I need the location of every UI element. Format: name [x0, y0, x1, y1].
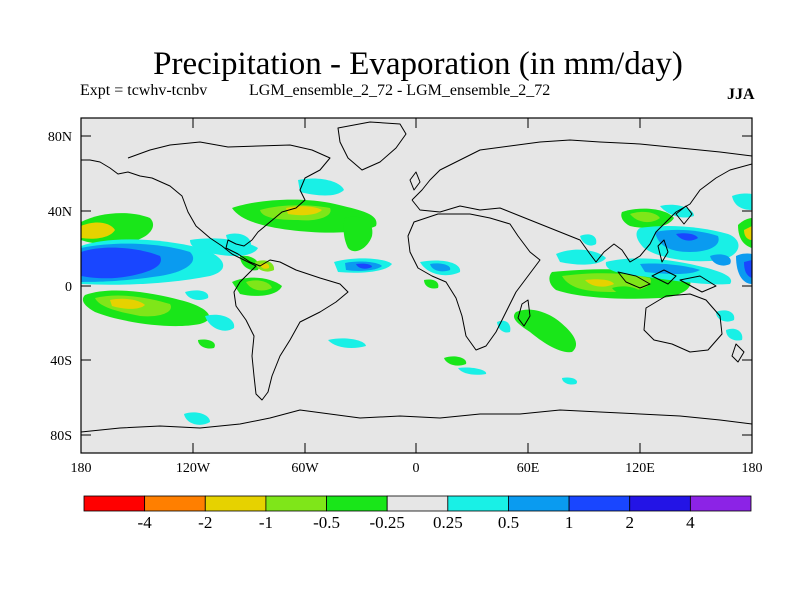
field-sw-indian-green: [513, 309, 577, 353]
field-amazon-lime: [246, 280, 272, 291]
colorbar-box: [144, 495, 206, 512]
field-indian-dry-yellow: [585, 279, 614, 287]
lat-label-80n: 80N: [48, 130, 72, 145]
lon-label-60e: 60E: [517, 461, 540, 476]
colorbar-label: -0.25: [369, 513, 404, 532]
colorbar-box: [386, 495, 449, 512]
field-north-america-cyan: [298, 178, 344, 196]
ensemble-label: LGM_ensemble_2_72 - LGM_ensemble_2_72: [249, 82, 551, 99]
coastline-indonesia: [617, 269, 717, 293]
colorbar-label: -4: [138, 513, 153, 532]
coastline-north-america: [81, 141, 349, 401]
colorbar-box: [568, 495, 631, 512]
coastline-eurasia: [411, 139, 752, 201]
lat-label-eq: 0: [65, 280, 72, 295]
lat-label-40n: 40N: [48, 205, 72, 220]
lat-label-80s: 80S: [50, 429, 72, 444]
field-maritime-green: [612, 286, 642, 296]
field-west-pacific-dark: [676, 233, 698, 241]
longitude-axis: 180 120W 60W 0 60E 120E 180: [71, 118, 763, 476]
field-east-atlantic-green: [343, 216, 373, 252]
colorbar-box: [629, 495, 691, 512]
field-south-indian-cyan-2: [562, 377, 578, 385]
colorbar-box: [204, 495, 267, 512]
colorbar-label: -2: [198, 513, 212, 532]
lon-label-120w: 120W: [176, 461, 211, 476]
field-central-pacific-blue: [710, 254, 731, 266]
colorbar-label: 0.5: [498, 513, 519, 532]
field-north-atlantic-east-cyan: [732, 193, 752, 210]
field-east-asia-lime: [630, 211, 660, 223]
colorbar-box: [83, 495, 146, 512]
lon-label-0: 0: [413, 461, 420, 476]
field-south-atlantic-cyan: [328, 338, 366, 348]
coastline-australia: [643, 293, 723, 353]
lon-label-180e: 180: [742, 461, 763, 476]
colorbar-label: -0.5: [313, 513, 340, 532]
coastline-greenland: [337, 121, 407, 171]
field-southern-ocean-cyan: [184, 412, 210, 425]
coastlines: [81, 121, 752, 433]
field-south-indian-cyan-1: [458, 367, 487, 375]
colorbar-box: [265, 495, 327, 512]
lon-label-60w: 60W: [291, 461, 319, 476]
lat-label-40s: 40S: [50, 354, 72, 369]
field-arabian-cyan: [556, 249, 606, 265]
colorbar-label: 0.25: [433, 513, 463, 532]
field-south-pacific-cyan-1: [185, 290, 209, 300]
lon-label-180w: 180: [71, 461, 92, 476]
colorbar-label: 2: [625, 513, 634, 532]
field-dateline-equator-dark: [744, 260, 752, 278]
field-south-pacific-cyan-2: [205, 314, 235, 331]
colorbar-label: 1: [565, 513, 574, 532]
field-dateline-north-yellow: [744, 226, 752, 240]
colorbar-box: [326, 495, 388, 512]
field-india-cyan: [580, 234, 597, 246]
coastline-africa: [407, 213, 541, 351]
field-south-pacific-green-small: [198, 339, 215, 349]
field-tropical-pacific-dark: [81, 247, 161, 279]
map-title: Precipitation - Evaporation (in mm/day): [153, 46, 683, 82]
field-north-pacific-yellow: [81, 222, 115, 239]
season-label: JJA: [727, 86, 755, 103]
field-west-pacific-blue: [655, 229, 719, 252]
coastline-antarctica: [81, 409, 752, 433]
coastline-uk: [409, 171, 421, 191]
coastline-europe-south: [411, 163, 752, 263]
colorbar-box: [689, 495, 752, 512]
field-maritime-blue: [640, 263, 700, 274]
experiment-label: Expt = tcwhv-tcnbv: [80, 82, 208, 99]
colorbar: -4 -2 -1 -0.5 -0.25 0.25 0.5 1 2 4: [83, 495, 752, 532]
latitude-axis: 80N 40N 0 40S 80S: [48, 130, 752, 444]
field-south-pacific-yellow: [110, 298, 145, 309]
field-shading: [81, 178, 752, 425]
coastline-japan-philippines: [657, 205, 693, 263]
coastline-madagascar: [517, 299, 531, 327]
lon-label-120e: 120E: [625, 461, 655, 476]
field-south-indian-green: [444, 356, 467, 366]
colorbar-box: [508, 495, 570, 512]
colorbar-box: [447, 495, 509, 512]
colorbar-label: -1: [259, 513, 273, 532]
coastline-new-zealand: [731, 343, 745, 363]
field-gulf-guinea-blue: [430, 263, 451, 272]
field-atlantic-itcz-dark: [356, 263, 372, 269]
field-tasman-cyan: [726, 328, 743, 341]
field-gulf-guinea-green: [424, 279, 439, 289]
colorbar-label: 4: [686, 513, 695, 532]
